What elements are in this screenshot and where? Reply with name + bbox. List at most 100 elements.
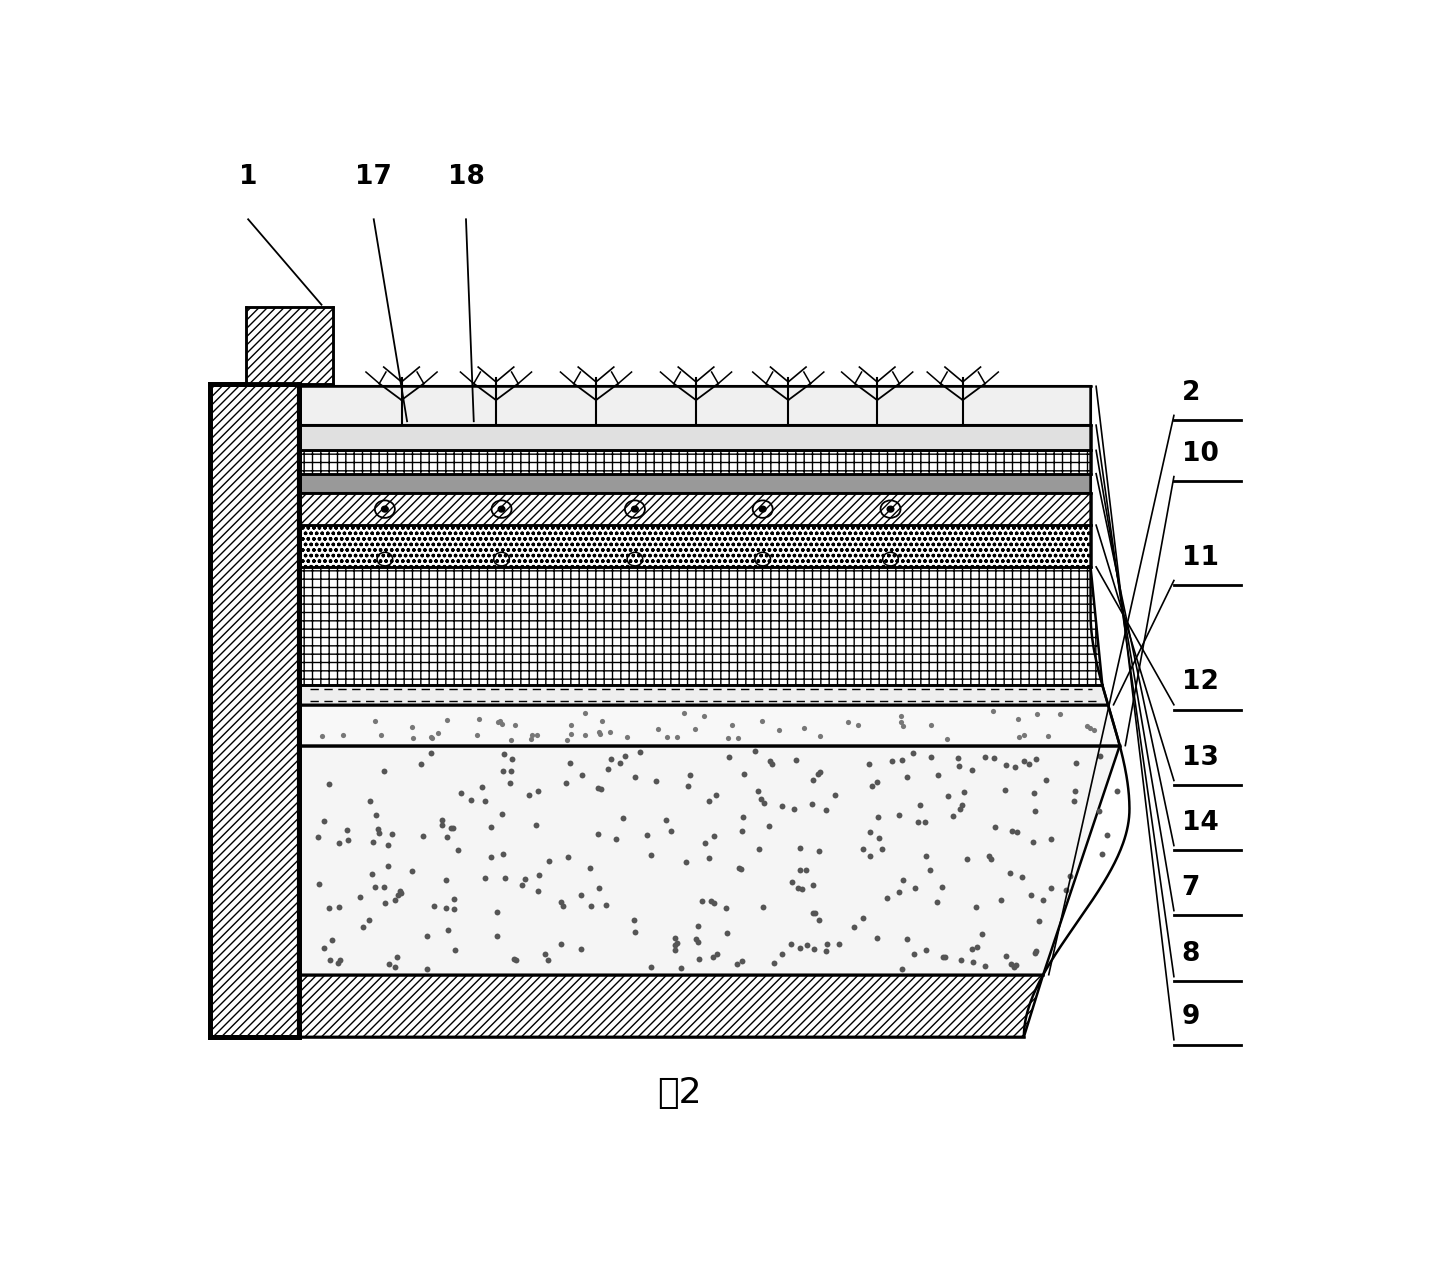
Point xyxy=(511,874,533,894)
Point xyxy=(587,778,609,798)
Text: 18: 18 xyxy=(447,164,485,190)
Point xyxy=(327,898,350,918)
Point xyxy=(374,893,397,913)
Point xyxy=(665,726,688,747)
Point xyxy=(866,807,889,827)
Point xyxy=(459,791,482,811)
Point xyxy=(492,760,515,781)
Point xyxy=(389,881,412,902)
Point xyxy=(693,706,716,726)
Point xyxy=(357,909,380,929)
Point xyxy=(443,941,466,961)
Point xyxy=(809,762,832,782)
Point xyxy=(1034,769,1057,789)
Point xyxy=(804,903,827,923)
Text: 7: 7 xyxy=(1182,875,1200,900)
Point xyxy=(1028,910,1051,931)
Point xyxy=(400,718,423,738)
Point xyxy=(412,826,435,846)
Point xyxy=(505,950,528,970)
Point xyxy=(1017,754,1040,774)
Point xyxy=(449,783,472,803)
Point xyxy=(1012,752,1035,772)
Point xyxy=(364,878,387,898)
Point xyxy=(536,950,559,970)
Point xyxy=(703,893,726,913)
Point xyxy=(1004,956,1027,976)
Text: 10: 10 xyxy=(1182,441,1219,467)
Point xyxy=(1012,725,1035,745)
Point xyxy=(386,947,409,967)
Point xyxy=(684,719,707,739)
Point xyxy=(513,869,536,889)
Point xyxy=(1096,825,1119,845)
Point xyxy=(892,716,915,736)
Point xyxy=(880,752,903,772)
Point xyxy=(866,772,889,792)
Point xyxy=(358,791,381,811)
Point xyxy=(647,719,670,739)
Point xyxy=(591,711,614,731)
Point xyxy=(809,726,832,747)
Point xyxy=(946,748,969,768)
Point xyxy=(926,765,949,786)
Point xyxy=(605,830,628,850)
Point xyxy=(942,806,965,826)
Point xyxy=(597,759,619,779)
Point xyxy=(936,729,959,749)
Point xyxy=(436,710,459,730)
Point xyxy=(1078,718,1101,738)
Point xyxy=(903,878,926,898)
Point xyxy=(640,957,663,977)
Point xyxy=(989,889,1012,909)
Point xyxy=(961,939,984,960)
Point xyxy=(860,777,883,797)
Point xyxy=(518,786,541,806)
Point xyxy=(318,950,341,970)
Point xyxy=(402,729,424,749)
Point xyxy=(654,810,677,830)
Point xyxy=(1022,831,1045,851)
Point xyxy=(846,715,869,735)
Point xyxy=(486,926,509,946)
Point xyxy=(1040,878,1063,898)
Point xyxy=(965,937,988,957)
Polygon shape xyxy=(300,474,1090,493)
Point xyxy=(698,791,721,811)
Point xyxy=(473,868,496,888)
Point xyxy=(919,747,942,767)
Point xyxy=(726,953,749,973)
Point xyxy=(747,839,770,859)
Point xyxy=(480,817,503,837)
Point xyxy=(555,773,578,793)
Point xyxy=(815,934,837,955)
Point xyxy=(622,909,645,929)
Point xyxy=(759,752,782,772)
Point xyxy=(336,821,358,841)
Point xyxy=(551,895,574,915)
Polygon shape xyxy=(300,525,1090,567)
Point xyxy=(870,840,893,860)
Point xyxy=(859,846,882,866)
Point xyxy=(442,818,465,839)
Point xyxy=(559,724,582,744)
Point xyxy=(443,899,466,919)
Point xyxy=(556,846,579,866)
Polygon shape xyxy=(211,385,300,1037)
Text: 1: 1 xyxy=(239,164,258,190)
Point xyxy=(1002,957,1025,977)
Point xyxy=(655,728,678,748)
Point xyxy=(569,885,592,905)
Point xyxy=(750,710,773,730)
Point xyxy=(446,840,469,860)
Point xyxy=(307,874,330,894)
Point xyxy=(635,825,658,845)
Point xyxy=(427,723,450,743)
Point xyxy=(913,812,936,832)
Point xyxy=(364,805,387,825)
Point xyxy=(909,794,932,815)
Point xyxy=(574,725,597,745)
Point xyxy=(331,725,354,745)
Point xyxy=(587,825,609,845)
Point xyxy=(503,948,526,968)
